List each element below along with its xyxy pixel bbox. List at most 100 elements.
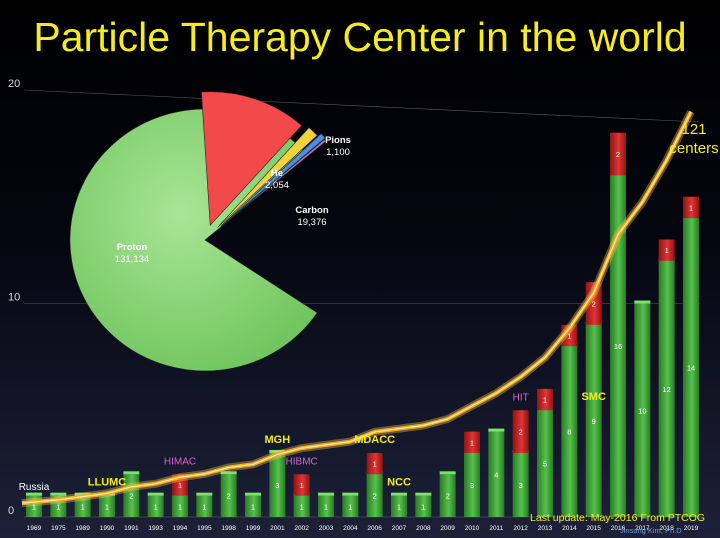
bar-green (269, 452, 286, 517)
pie-label-proton: Proton (117, 242, 148, 253)
bar-green (196, 495, 213, 517)
pie-label-pions: Pions (325, 135, 351, 146)
bar-red (293, 474, 310, 496)
bar-red-label: 1 (470, 438, 474, 447)
bar-green (658, 260, 675, 517)
bar-green (293, 495, 310, 517)
annotation-label: HIBMC (286, 456, 318, 467)
x-tick-label: 2002 (294, 525, 309, 532)
bar-green-top (123, 471, 140, 475)
bar-red-label: 2 (519, 428, 523, 437)
bar-green-label: 12 (662, 385, 670, 394)
bar-green (512, 452, 529, 517)
x-tick-label: 1993 (148, 525, 163, 532)
bar-green-label: 5 (543, 460, 547, 469)
annotation-label: MGH (264, 434, 290, 446)
bar-green (634, 303, 651, 517)
bar-green-label: 14 (687, 364, 695, 373)
bar-green-label: 2 (373, 492, 377, 501)
bar-green-label: 3 (470, 481, 474, 490)
bar-green (74, 495, 91, 517)
bar-green (585, 324, 602, 517)
bar-green-top (488, 428, 505, 432)
bar-green-top (342, 492, 359, 496)
bar-green (537, 410, 553, 517)
bar-green-top (391, 492, 407, 496)
pie-label-he: He (271, 168, 283, 179)
bar-green-top (147, 492, 164, 496)
bar-red (537, 388, 553, 411)
x-tick-label: 1990 (100, 525, 115, 532)
pie-slice-other (220, 139, 327, 228)
annotation-label: SMC (581, 391, 606, 403)
x-tick-label: 2014 (562, 525, 577, 532)
x-tick-label: 1995 (197, 525, 212, 532)
bar-red (464, 431, 480, 453)
bar-green (610, 175, 626, 517)
pie-slice-carbon (201, 91, 303, 227)
bar-green (147, 495, 164, 517)
total-centers-word: centers (669, 140, 719, 157)
bar-green (415, 495, 432, 517)
bar-green-label: 1 (251, 502, 255, 511)
bar-green (683, 218, 699, 517)
bar-green (366, 474, 383, 517)
y-tick-label: 10 (8, 292, 20, 304)
x-tick-label: 2011 (489, 525, 503, 532)
x-tick-label: 2008 (416, 525, 431, 532)
x-tick-label: 2012 (513, 525, 528, 532)
annotation-label: MDACC (354, 434, 395, 446)
total-centers-label: 121 centers (668, 120, 720, 158)
x-tick-label: 2018 (659, 525, 674, 532)
pie-value-proton: 131,134 (115, 254, 149, 265)
bar-green-top (26, 492, 42, 496)
bar-green-label: 4 (494, 470, 498, 479)
annotation-label: HIMAC (164, 456, 196, 467)
bar-green-label: 3 (275, 481, 279, 490)
x-tick-label: 1994 (173, 525, 188, 532)
bar-green (172, 495, 188, 517)
bar-green-top (196, 492, 213, 496)
bar-green (245, 495, 261, 517)
x-tick-label: 2003 (319, 525, 334, 532)
annotation-label: NCC (387, 477, 411, 489)
x-tick-label: 1999 (246, 525, 261, 532)
bar-green-top (439, 471, 456, 475)
bar-green (488, 431, 505, 517)
x-tick-label: 2006 (367, 525, 382, 532)
bar-green-label: 1 (348, 502, 352, 511)
bar-green-label: 2 (446, 492, 450, 501)
bar-red-label: 1 (543, 396, 547, 405)
bar-green-label: 3 (519, 481, 523, 490)
annotation-label: HIT (513, 392, 529, 403)
bar-green-label: 1 (324, 502, 328, 511)
pie-slice-he (217, 127, 318, 228)
x-tick-label: 2007 (392, 525, 407, 532)
x-tick-label: 1998 (221, 525, 236, 532)
pie-value-pions: 1,100 (326, 147, 350, 158)
x-tick-label: 2004 (343, 525, 358, 532)
x-tick-label: 2019 (684, 525, 699, 532)
y-tick-label: 0 (8, 505, 14, 517)
x-tick-label: 2010 (465, 525, 480, 532)
total-centers-number: 121 (681, 121, 707, 138)
pie-label-carbon: Carbon (295, 205, 328, 216)
annotation-label: LLUMC (88, 477, 127, 489)
bar-green (561, 346, 578, 517)
bar-green-label: 1 (105, 502, 109, 511)
x-tick-label: 2016 (611, 525, 626, 532)
bar-green (439, 474, 456, 517)
bar-green-label: 1 (202, 502, 206, 511)
bar-green-top (269, 449, 286, 453)
bar-green-label: 1 (154, 502, 158, 511)
bar-red-label: 1 (567, 332, 571, 341)
pie-value-he: 2,054 (265, 180, 289, 191)
bar-green-label: 1 (81, 502, 85, 511)
bar-green-top (415, 492, 432, 496)
bar-red-label: 1 (300, 481, 304, 490)
bar-green-label: 10 (638, 406, 646, 415)
bar-green-top (50, 492, 67, 496)
bar-green-label: 2 (129, 492, 133, 501)
bar-red (366, 452, 383, 475)
